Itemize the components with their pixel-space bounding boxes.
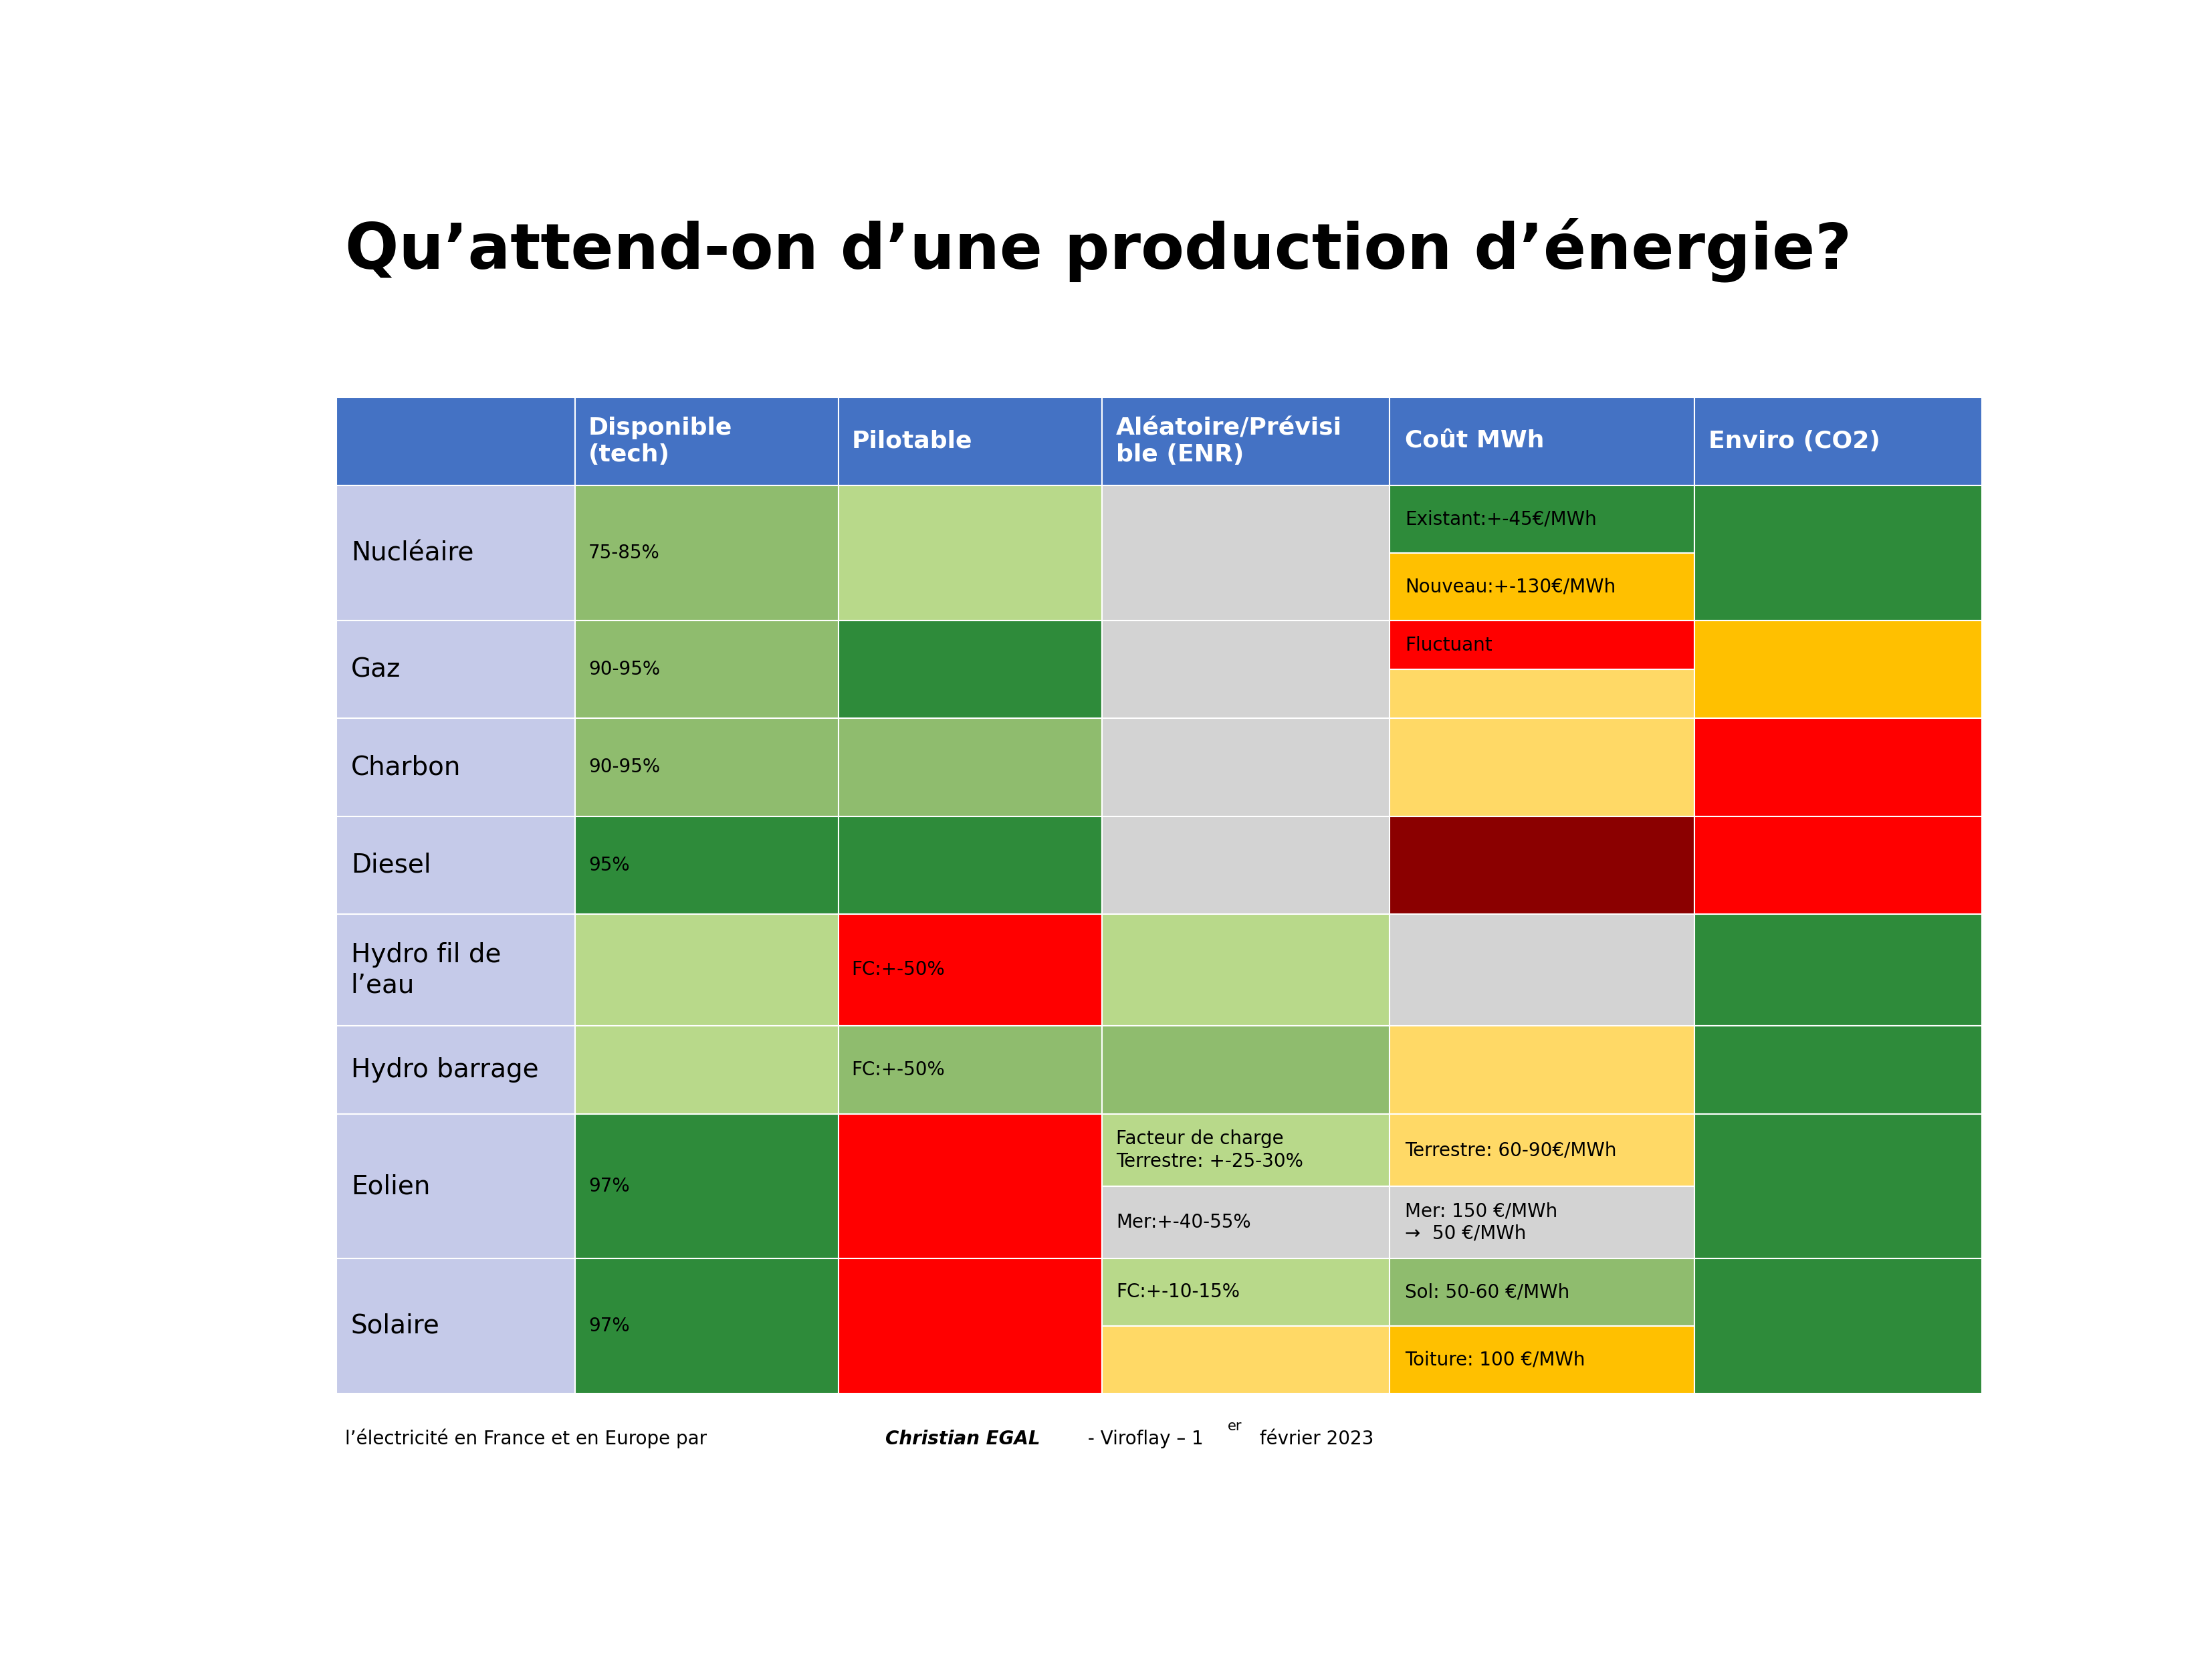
- Text: Nucléaire: Nucléaire: [352, 541, 473, 566]
- Bar: [1389, 620, 1694, 670]
- Text: l’électricité en France et en Europe par: l’électricité en France et en Europe par: [345, 1428, 712, 1448]
- Text: Existant:+-45€/MWh: Existant:+-45€/MWh: [1405, 509, 1597, 529]
- Bar: [575, 816, 838, 914]
- Bar: [336, 718, 575, 816]
- Text: 90-95%: 90-95%: [588, 758, 659, 776]
- Text: Sol: 50-60 €/MWh: Sol: 50-60 €/MWh: [1405, 1282, 1571, 1302]
- Text: Charbon: Charbon: [352, 755, 460, 780]
- Text: Coût MWh: Coût MWh: [1405, 430, 1544, 453]
- Text: 75-85%: 75-85%: [588, 544, 659, 562]
- Bar: [1389, 1326, 1694, 1394]
- Bar: [575, 620, 838, 718]
- Text: Toiture: 100 €/MWh: Toiture: 100 €/MWh: [1405, 1350, 1586, 1369]
- Bar: [1694, 816, 1982, 914]
- Bar: [838, 816, 1102, 914]
- Bar: [1694, 1259, 1982, 1394]
- Bar: [838, 397, 1102, 486]
- Bar: [838, 718, 1102, 816]
- Text: Enviro (CO2): Enviro (CO2): [1708, 430, 1880, 453]
- Bar: [1694, 397, 1982, 486]
- Bar: [1102, 620, 1389, 718]
- Bar: [1694, 1025, 1982, 1115]
- Text: Eolien: Eolien: [352, 1173, 429, 1199]
- Bar: [1102, 1326, 1389, 1394]
- Bar: [838, 1025, 1102, 1115]
- Bar: [336, 620, 575, 718]
- Bar: [1389, 397, 1694, 486]
- Bar: [1389, 670, 1694, 718]
- Bar: [1694, 914, 1982, 1025]
- Bar: [1102, 486, 1389, 620]
- Bar: [336, 816, 575, 914]
- Text: Hydro fil de
l’eau: Hydro fil de l’eau: [352, 942, 500, 997]
- Text: Christian EGAL: Christian EGAL: [885, 1430, 1040, 1448]
- Bar: [838, 1259, 1102, 1394]
- Text: Nouveau:+-130€/MWh: Nouveau:+-130€/MWh: [1405, 577, 1615, 596]
- Bar: [1102, 1115, 1389, 1186]
- Bar: [838, 914, 1102, 1025]
- Bar: [1694, 486, 1982, 620]
- Text: Solaire: Solaire: [352, 1314, 440, 1339]
- Bar: [1102, 397, 1389, 486]
- Text: Disponible
(tech): Disponible (tech): [588, 416, 732, 466]
- Bar: [1102, 1259, 1389, 1326]
- Bar: [575, 718, 838, 816]
- Bar: [1389, 486, 1694, 552]
- Text: FC:+-50%: FC:+-50%: [852, 1060, 945, 1080]
- Bar: [1694, 718, 1982, 816]
- Bar: [1389, 1025, 1694, 1115]
- Text: FC:+-10-15%: FC:+-10-15%: [1117, 1282, 1241, 1302]
- Bar: [1389, 552, 1694, 620]
- Bar: [336, 1115, 575, 1259]
- Bar: [1389, 718, 1694, 816]
- Text: Gaz: Gaz: [352, 657, 400, 682]
- Text: 90-95%: 90-95%: [588, 660, 659, 679]
- Bar: [1694, 620, 1982, 718]
- Text: Hydro barrage: Hydro barrage: [352, 1057, 538, 1083]
- Text: FC:+-50%: FC:+-50%: [852, 961, 945, 979]
- Text: 97%: 97%: [588, 1317, 630, 1335]
- Bar: [575, 1259, 838, 1394]
- Text: Facteur de charge
Terrestre: +-25-30%: Facteur de charge Terrestre: +-25-30%: [1117, 1130, 1303, 1171]
- Bar: [575, 914, 838, 1025]
- Bar: [1389, 1186, 1694, 1259]
- Bar: [336, 1259, 575, 1394]
- Bar: [838, 620, 1102, 718]
- Bar: [1102, 718, 1389, 816]
- Bar: [575, 397, 838, 486]
- Text: Diesel: Diesel: [352, 853, 431, 878]
- Bar: [838, 486, 1102, 620]
- Bar: [575, 486, 838, 620]
- Text: Pilotable: Pilotable: [852, 430, 973, 453]
- Text: er: er: [1228, 1420, 1243, 1433]
- Text: 97%: 97%: [588, 1176, 630, 1196]
- Text: Aléatoire/Prévisi
ble (ENR): Aléatoire/Prévisi ble (ENR): [1117, 416, 1343, 466]
- Bar: [838, 1115, 1102, 1259]
- Text: février 2023: février 2023: [1254, 1430, 1374, 1448]
- Bar: [1102, 1025, 1389, 1115]
- Text: Mer: 150 €/MWh
→  50 €/MWh: Mer: 150 €/MWh → 50 €/MWh: [1405, 1201, 1557, 1243]
- Bar: [1102, 1186, 1389, 1259]
- Bar: [336, 1025, 575, 1115]
- Bar: [1102, 914, 1389, 1025]
- Bar: [1389, 914, 1694, 1025]
- Text: Fluctuant: Fluctuant: [1405, 635, 1493, 654]
- Text: Qu’attend-on d’une production d’énergie?: Qu’attend-on d’une production d’énergie?: [345, 217, 1851, 282]
- Bar: [336, 397, 575, 486]
- Bar: [1389, 816, 1694, 914]
- Text: - Viroflay – 1: - Viroflay – 1: [1082, 1430, 1203, 1448]
- Bar: [336, 914, 575, 1025]
- Bar: [575, 1025, 838, 1115]
- Bar: [1389, 1259, 1694, 1326]
- Bar: [1389, 1115, 1694, 1186]
- Bar: [575, 1115, 838, 1259]
- Bar: [1694, 1115, 1982, 1259]
- Text: Mer:+-40-55%: Mer:+-40-55%: [1117, 1213, 1252, 1231]
- Bar: [336, 486, 575, 620]
- Text: 95%: 95%: [588, 856, 630, 874]
- Bar: [1102, 816, 1389, 914]
- Text: Terrestre: 60-90€/MWh: Terrestre: 60-90€/MWh: [1405, 1141, 1617, 1160]
